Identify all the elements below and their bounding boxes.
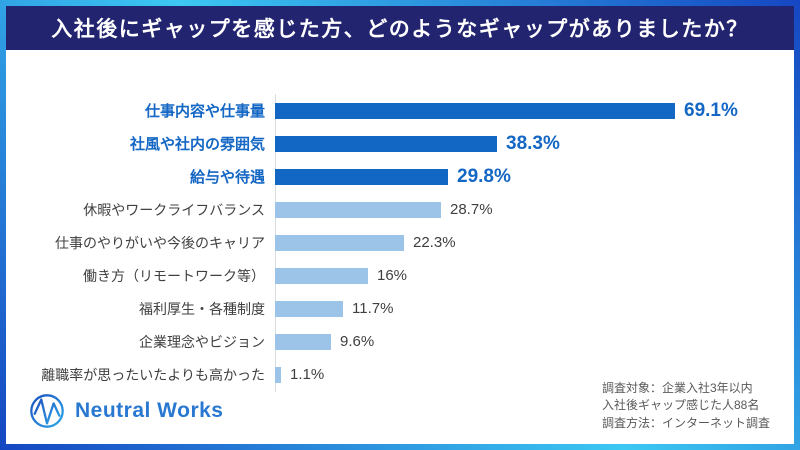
category-label: 仕事内容や仕事量 (144, 103, 265, 120)
bar (275, 300, 343, 317)
category-label: 社風や社内の雰囲気 (129, 136, 265, 153)
bar (275, 168, 448, 185)
bar-track: 38.3% (275, 127, 794, 160)
bar (275, 201, 441, 218)
category-label: 仕事のやりがいや今後のキャリア (55, 234, 265, 251)
category-label: 福利厚生・各種制度 (139, 300, 265, 317)
value-label: 1.1% (290, 366, 325, 383)
chart-row: 給与や待遇 29.8% (6, 160, 794, 193)
bar-track: 16% (275, 259, 794, 292)
bar-track: 11.7% (275, 292, 794, 325)
value-label: 28.7% (450, 201, 493, 218)
brand-logo-text: Neutral Works (75, 399, 224, 422)
chart-row: 企業理念やビジョン 9.6% (6, 325, 794, 358)
neutral-works-logo-icon (30, 394, 64, 428)
category-label: 企業理念やビジョン (139, 333, 265, 350)
bar-track: 9.6% (275, 325, 794, 358)
value-label: 11.7% (352, 300, 394, 317)
survey-note-line: 調査対象：企業入社3年以内 (601, 380, 753, 395)
value-label: 16% (377, 267, 408, 284)
survey-note-line: 入社後ギャップ感じた人88名 (601, 398, 760, 413)
brand-logo: Neutral Works (28, 392, 224, 430)
bar (275, 234, 404, 251)
bar-chart: 仕事内容や仕事量 69.1% 社風や社内の雰囲気 38.3% 給与や待遇 29.8% 休暇や… (6, 94, 794, 391)
value-label: 38.3% (506, 132, 560, 154)
chart-row: 仕事内容や仕事量 69.1% (6, 94, 794, 127)
bar (275, 267, 368, 284)
survey-note-line: 調査方法：インターネット調査 (601, 415, 770, 430)
bar-track: 69.1% (275, 94, 794, 127)
category-label: 働き方（リモートワーク等） (83, 267, 265, 284)
chart-row: 離職率が思ったいたよりも高かった 1.1% (6, 358, 794, 391)
bar (275, 102, 675, 119)
bar-track: 29.8% (275, 160, 794, 193)
value-label: 22.3% (413, 234, 456, 251)
bar (275, 333, 331, 350)
bar (275, 366, 281, 383)
content-area: 入社後にギャップを感じた方、どのようなギャップがありましたか？ 仕事内容や仕事量… (6, 6, 794, 444)
value-label: 29.8% (457, 165, 511, 187)
value-label: 69.1% (684, 99, 738, 121)
bar-track: 28.7% (275, 193, 794, 226)
bar (275, 135, 497, 152)
bar-track: 1.1% (275, 358, 794, 391)
chart-row: 社風や社内の雰囲気 38.3% (6, 127, 794, 160)
chart-row: 福利厚生・各種制度 11.7% (6, 292, 794, 325)
bar-track: 22.3% (275, 226, 794, 259)
page-title: 入社後にギャップを感じた方、どのようなギャップがありましたか？ (6, 6, 794, 50)
chart-row: 仕事のやりがいや今後のキャリア 22.3% (6, 226, 794, 259)
chart-row: 休暇やワークライフバランス 28.7% (6, 193, 794, 226)
category-label: 給与や待遇 (189, 169, 265, 186)
chart-row: 働き方（リモートワーク等） 16% (6, 259, 794, 292)
category-label: 休暇やワークライフバランス (83, 201, 265, 218)
category-label: 離職率が思ったいたよりも高かった (41, 366, 265, 383)
value-label: 9.6% (340, 333, 375, 350)
survey-method-note: 調査対象：企業入社3年以内 入社後ギャップ感じた人88名 調査方法：インターネッ… (602, 380, 770, 432)
